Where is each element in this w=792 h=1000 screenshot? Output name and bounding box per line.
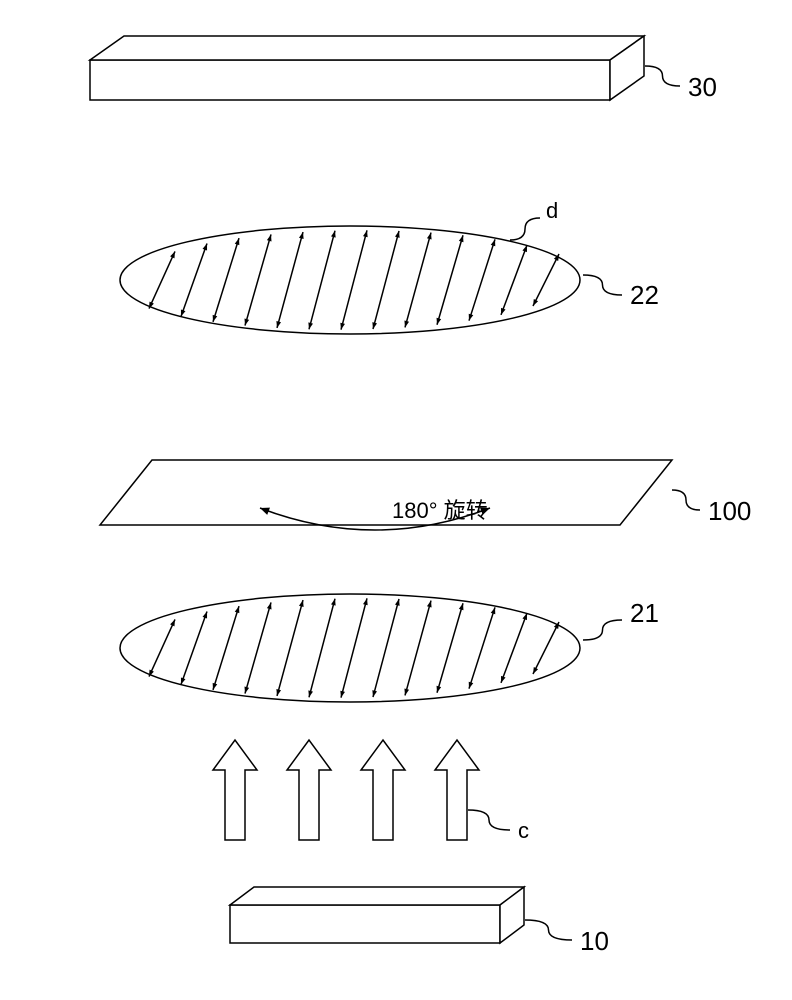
diagram-canvas: 30 d 22 180° 旋转 100 21 c 10 — [0, 0, 792, 1000]
label-100: 100 — [708, 496, 751, 526]
path-shape — [583, 620, 622, 640]
path-shape — [645, 66, 680, 86]
path-shape — [213, 740, 257, 840]
label-21: 21 — [630, 598, 659, 628]
path-shape — [435, 740, 479, 840]
rect-shape — [90, 60, 610, 100]
rotation-text: 180° 旋转 — [392, 498, 488, 523]
rect-shape — [230, 905, 500, 943]
path-shape — [230, 887, 524, 905]
rotator-plate — [100, 460, 672, 525]
label-10: 10 — [580, 926, 609, 956]
upper-ellipse — [120, 226, 580, 334]
label-30: 30 — [688, 72, 717, 102]
path-shape — [468, 810, 510, 830]
label-d: d — [546, 198, 558, 223]
path-shape — [287, 740, 331, 840]
path-shape — [361, 740, 405, 840]
path-shape — [525, 920, 572, 940]
label-22: 22 — [630, 280, 659, 310]
lower-ellipse — [120, 594, 580, 702]
path-shape — [583, 275, 622, 295]
path-shape — [90, 36, 644, 60]
path-shape — [510, 218, 540, 240]
label-c: c — [518, 818, 529, 843]
path-shape — [672, 490, 700, 510]
